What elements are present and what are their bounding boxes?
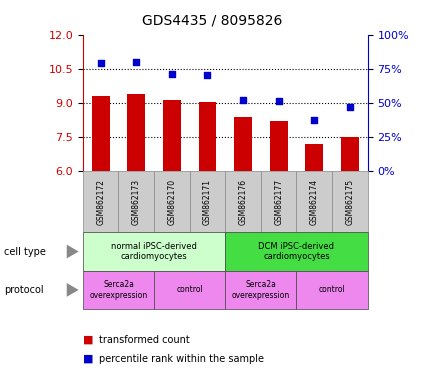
Text: normal iPSC-derived
cardiomyocytes: normal iPSC-derived cardiomyocytes	[111, 242, 197, 261]
Text: GSM862173: GSM862173	[132, 179, 141, 225]
Text: DCM iPSC-derived
cardiomyocytes: DCM iPSC-derived cardiomyocytes	[258, 242, 334, 261]
Point	[240, 97, 246, 103]
Text: GSM862172: GSM862172	[96, 179, 105, 225]
Point	[275, 98, 282, 104]
Bar	[92, 96, 110, 171]
Text: GSM862177: GSM862177	[274, 179, 283, 225]
Bar	[128, 94, 145, 171]
Text: GSM862176: GSM862176	[238, 179, 247, 225]
Bar	[305, 144, 323, 171]
Text: GSM862174: GSM862174	[310, 179, 319, 225]
Text: ■: ■	[83, 354, 94, 364]
Text: ■: ■	[83, 335, 94, 345]
Point	[133, 59, 140, 65]
Point	[204, 73, 211, 79]
Bar	[198, 102, 216, 171]
Text: GSM862175: GSM862175	[346, 179, 354, 225]
Bar	[163, 101, 181, 171]
Text: control: control	[176, 285, 203, 295]
Point	[346, 104, 353, 110]
Text: GDS4435 / 8095826: GDS4435 / 8095826	[142, 13, 283, 27]
Text: control: control	[319, 285, 346, 295]
Bar	[341, 137, 359, 171]
Point	[97, 60, 104, 66]
Text: cell type: cell type	[4, 247, 46, 257]
Point	[311, 118, 317, 124]
Text: protocol: protocol	[4, 285, 44, 295]
Text: transformed count: transformed count	[99, 335, 190, 345]
Text: GSM862171: GSM862171	[203, 179, 212, 225]
Text: percentile rank within the sample: percentile rank within the sample	[99, 354, 264, 364]
Point	[168, 71, 175, 77]
Text: Serca2a
overexpression: Serca2a overexpression	[232, 280, 290, 300]
Bar	[234, 118, 252, 171]
Text: Serca2a
overexpression: Serca2a overexpression	[89, 280, 147, 300]
Bar	[270, 121, 288, 171]
Text: GSM862170: GSM862170	[167, 179, 176, 225]
